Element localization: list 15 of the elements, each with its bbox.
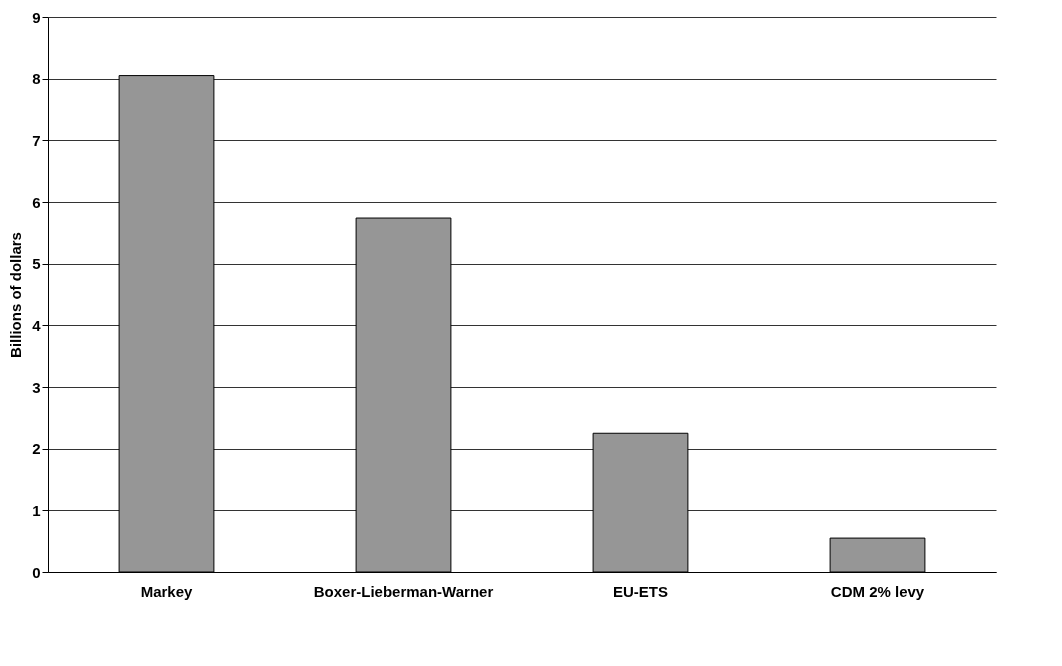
y-tick-label: 5 bbox=[32, 255, 41, 273]
x-tick-label: CDM 2% levy bbox=[830, 582, 925, 600]
y-tick-label: 4 bbox=[32, 316, 42, 334]
y-tick-label: 8 bbox=[32, 70, 41, 88]
x-tick-label: Boxer-Lieberman-Warner bbox=[313, 582, 494, 600]
y-tick-label: 7 bbox=[32, 131, 41, 149]
y-tick-label: 0 bbox=[32, 563, 41, 581]
x-tick-label: Markey bbox=[140, 582, 194, 600]
y-axis-title: Billions of dollars bbox=[7, 232, 25, 358]
x-tick-label: EU-ETS bbox=[612, 582, 669, 600]
y-tick-label: 9 bbox=[32, 8, 41, 26]
y-tick-label: 6 bbox=[32, 193, 41, 211]
y-tick-label: 3 bbox=[32, 378, 41, 396]
y-tick-label: 1 bbox=[32, 501, 41, 519]
y-tick-label: 2 bbox=[32, 440, 41, 458]
